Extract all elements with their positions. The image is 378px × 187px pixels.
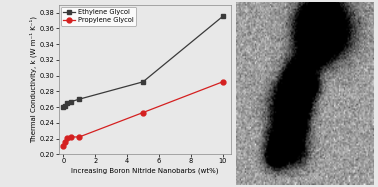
Ethylene Glycol [141, 81, 145, 83]
Ethylene Glycol [61, 106, 66, 108]
X-axis label: Increasing Boron Nitride Nanobarbs (wt%): Increasing Boron Nitride Nanobarbs (wt%) [71, 167, 218, 174]
Ethylene Glycol [69, 100, 74, 103]
Propylene Glycol [77, 136, 82, 138]
Propylene Glycol [61, 145, 66, 147]
Legend: Ethylene Glycol, Propylene Glycol: Ethylene Glycol, Propylene Glycol [60, 7, 136, 26]
Propylene Glycol [141, 111, 145, 114]
Propylene Glycol [69, 136, 74, 138]
Propylene Glycol [65, 137, 70, 139]
Y-axis label: Thermal Conductivity, k (W m⁻¹ K⁻¹): Thermal Conductivity, k (W m⁻¹ K⁻¹) [29, 16, 37, 143]
Propylene Glycol [63, 141, 67, 144]
Ethylene Glycol [220, 15, 225, 18]
Line: Ethylene Glycol: Ethylene Glycol [61, 14, 225, 109]
Line: Propylene Glycol: Propylene Glycol [61, 79, 225, 148]
Ethylene Glycol [77, 98, 82, 100]
Ethylene Glycol [65, 102, 70, 104]
Ethylene Glycol [63, 105, 67, 107]
Propylene Glycol [220, 81, 225, 83]
